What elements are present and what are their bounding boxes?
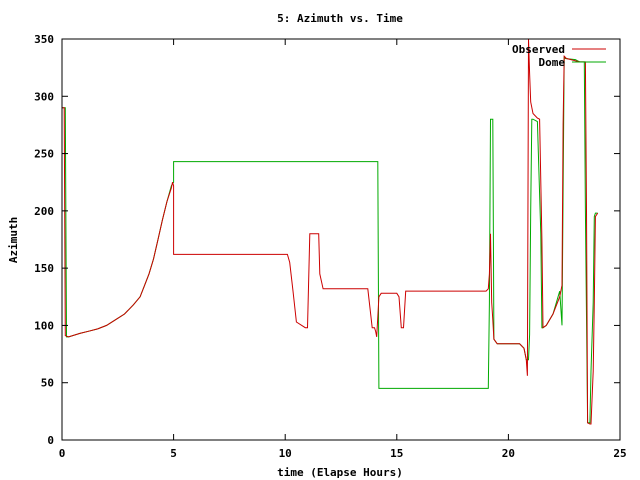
plot-frame: [61, 38, 621, 441]
y-tick-label: 0: [47, 434, 54, 447]
legend: Observed Dome: [512, 43, 606, 69]
x-tick-label: 15: [390, 447, 403, 460]
y-tick-label: 350: [34, 33, 54, 46]
legend-label-dome: Dome: [539, 56, 566, 69]
y-tick-label: 250: [34, 148, 54, 161]
y-tick-label: 150: [34, 262, 54, 275]
y-tick-label: 100: [34, 319, 54, 332]
series-line-dome: [62, 55, 598, 424]
y-tick-label: 50: [41, 377, 54, 390]
series-line-observed: [62, 38, 599, 425]
x-tick-label: 25: [613, 447, 626, 460]
legend-label-observed: Observed: [512, 43, 565, 56]
x-tick-label: 20: [502, 447, 515, 460]
x-axis-label: time (Elapse Hours): [277, 466, 403, 479]
x-tick-label: 5: [170, 447, 177, 460]
x-tick-label: 0: [59, 447, 66, 460]
x-tick-label: 10: [279, 447, 292, 460]
y-axis-label: Azimuth: [7, 217, 20, 263]
series-layer: [62, 38, 599, 425]
y-tick-label: 300: [34, 90, 54, 103]
chart-title: 5: Azimuth vs. Time: [277, 12, 403, 25]
y-tick-label: 200: [34, 205, 54, 218]
